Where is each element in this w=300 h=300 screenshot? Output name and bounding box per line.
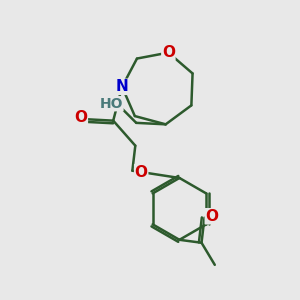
Text: O: O (162, 45, 175, 60)
Text: O: O (135, 165, 148, 180)
Text: N: N (116, 79, 128, 94)
Text: O: O (205, 209, 218, 224)
Text: HO: HO (100, 97, 123, 111)
Text: O: O (74, 110, 87, 125)
